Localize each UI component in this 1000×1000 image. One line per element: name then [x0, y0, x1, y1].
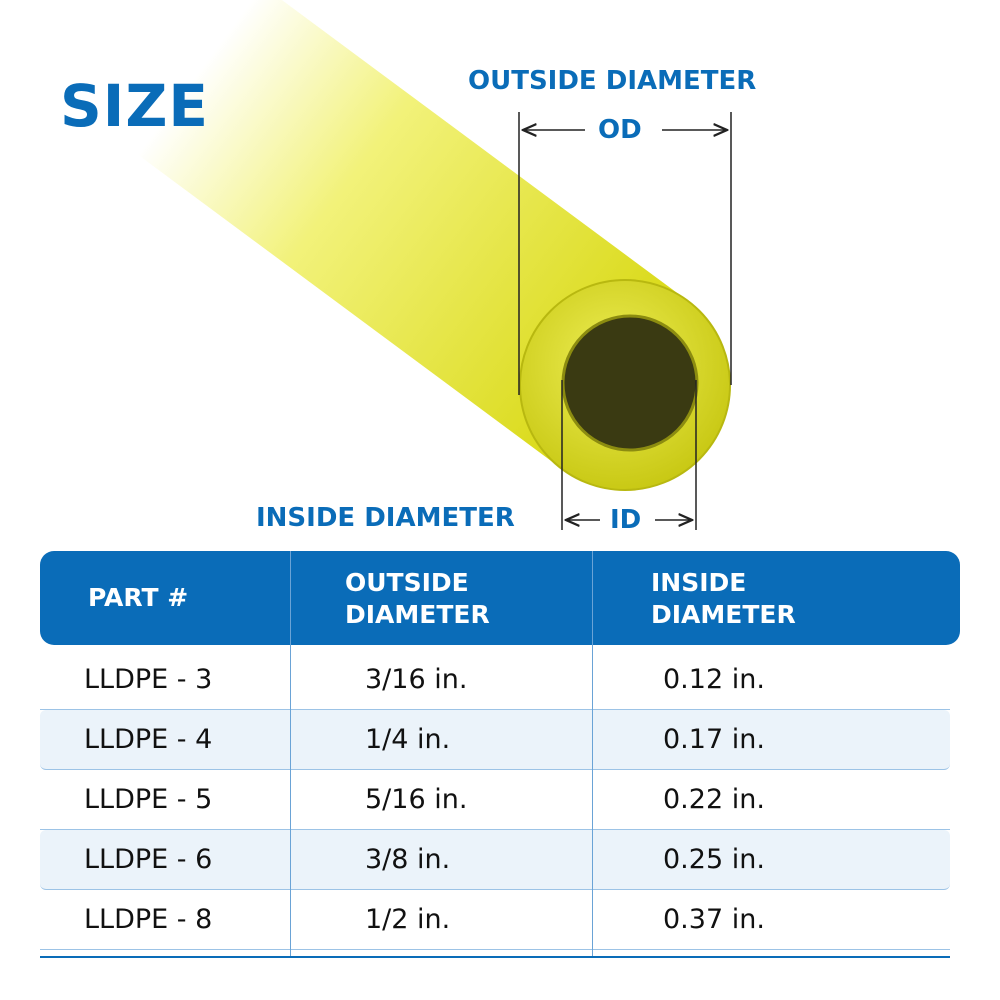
part-number: LLDPE - 4 [84, 724, 213, 755]
part-number: LLDPE - 8 [84, 904, 213, 935]
table-row: LLDPE - 3 3/16 in. 0.12 in. [40, 650, 950, 710]
outside-diameter-value: 5/16 in. [365, 784, 468, 815]
inside-diameter-value: 0.17 in. [663, 724, 765, 755]
id-abbreviation: ID [610, 505, 642, 535]
tube-illustration [137, 0, 732, 530]
outside-diameter-value: 3/16 in. [365, 664, 468, 695]
header-outside-diameter: OUTSIDE DIAMETER [345, 568, 490, 629]
inside-diameter-value: 0.12 in. [663, 664, 765, 695]
inside-diameter-value: 0.25 in. [663, 844, 765, 875]
outside-diameter-value: 1/4 in. [365, 724, 451, 755]
header-part: PART # [88, 583, 189, 612]
outside-diameter-label: OUTSIDE DIAMETER [468, 66, 757, 96]
od-abbreviation: OD [598, 115, 642, 145]
inside-diameter-label: INSIDE DIAMETER [256, 503, 515, 533]
part-number: LLDPE - 3 [84, 664, 213, 695]
tube-end-inner [561, 314, 699, 452]
table-row: LLDPE - 6 3/8 in. 0.25 in. [40, 830, 950, 890]
column-divider [290, 551, 291, 956]
table-bottom-border [40, 956, 950, 958]
inside-diameter-value: 0.37 in. [663, 904, 765, 935]
table-row: LLDPE - 8 1/2 in. 0.37 in. [40, 890, 950, 950]
page-title: SIZE [60, 72, 210, 140]
table-header: PART # OUTSIDE DIAMETER INSIDE DIAMETER [40, 551, 960, 645]
header-inside-diameter: INSIDE DIAMETER [651, 568, 796, 629]
part-number: LLDPE - 5 [84, 784, 213, 815]
table-row: LLDPE - 5 5/16 in. 0.22 in. [40, 770, 950, 830]
inside-diameter-value: 0.22 in. [663, 784, 765, 815]
part-number: LLDPE - 6 [84, 844, 213, 875]
column-divider [592, 551, 593, 956]
outside-diameter-value: 3/8 in. [365, 844, 451, 875]
table-row: LLDPE - 4 1/4 in. 0.17 in. [40, 710, 950, 770]
outside-diameter-value: 1/2 in. [365, 904, 451, 935]
